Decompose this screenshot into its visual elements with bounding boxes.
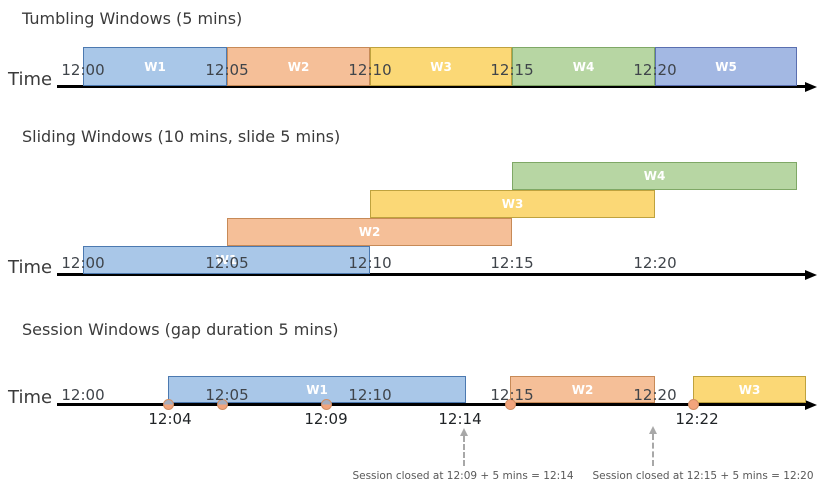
event-time-label: 12:09 [304,410,348,428]
tumbling-window-w2: W2 [227,47,370,86]
tumbling-window-w5: W5 [655,47,797,86]
sliding-window-w1: W1 [83,246,370,274]
time-axis-label: Time [8,69,53,90]
axis-tick-label: 12:05 [205,254,249,272]
window-label: W1 [306,382,328,397]
session-close-arrow [649,426,657,466]
session-window-w1: W1 [168,376,466,403]
axis-tick-label: 12:10 [348,386,392,404]
window-label: W3 [501,197,524,211]
session-closed-annotation: Session closed at 12:15 + 5 mins = 12:20 [592,470,814,482]
event-dot [687,398,699,410]
window-label: W2 [287,59,310,74]
event-dot [216,398,228,410]
time-axis-label: Time [8,387,53,408]
session-windows-title: Session Windows (gap duration 5 mins) [22,320,339,339]
axis-tick-label: 12:00 [61,254,105,272]
session-window-w3: W3 [693,376,806,403]
tumbling-window-w3: W3 [370,47,512,86]
arrow-up-icon [649,426,657,434]
axis-tick-label: 12:20 [633,254,677,272]
window-label: W4 [572,59,595,74]
time-axis-label: Time [8,257,53,278]
axis-tick-label: 12:15 [490,386,534,404]
axis-tick-label: 12:00 [61,61,105,79]
timeline-axis [57,85,806,88]
event-dot [320,398,332,410]
timeline-arrowhead-icon [805,399,817,410]
sliding-windows-title: Sliding Windows (10 mins, slide 5 mins) [22,127,341,146]
window-label: W2 [571,382,594,397]
tumbling-window-w4: W4 [512,47,655,86]
tumbling-windows-title: Tumbling Windows (5 mins) [22,9,243,28]
axis-tick-label: 12:00 [61,386,105,404]
event-time-label: 12:04 [148,410,192,428]
timeline-arrowhead-icon [805,81,817,92]
window-label: W1 [144,59,166,74]
axis-tick-label: 12:20 [633,61,677,79]
axis-tick-label: 12:05 [205,386,249,404]
axis-tick-label: 12:10 [348,254,392,272]
event-dot [504,398,516,410]
event-time-label: 12:22 [675,410,719,428]
timeline-axis [57,273,806,276]
window-label: W3 [738,382,761,397]
session-window-w2: W2 [510,376,655,403]
timeline-axis [57,403,806,406]
window-label: W1 [215,253,238,267]
tumbling-window-w1: W1 [83,47,227,86]
session-closed-annotation: Session closed at 12:09 + 5 mins = 12:14 [352,470,574,482]
axis-tick-label: 12:20 [633,386,677,404]
session-close-arrow [460,428,468,466]
axis-tick-label: 12:15 [490,254,534,272]
window-label: W4 [643,169,666,183]
sliding-window-w3: W3 [370,190,655,218]
event-dot [162,398,174,410]
window-label: W3 [430,59,452,74]
axis-tick-label: 12:05 [205,61,249,79]
sliding-window-w4: W4 [512,162,797,190]
event-time-label: 12:14 [438,410,482,428]
window-label: W5 [715,59,737,74]
timeline-arrowhead-icon [805,269,817,280]
sliding-window-w2: W2 [227,218,512,246]
axis-tick-label: 12:15 [490,61,534,79]
axis-tick-label: 12:10 [348,61,392,79]
window-label: W2 [358,225,381,239]
arrow-up-icon [460,428,468,436]
